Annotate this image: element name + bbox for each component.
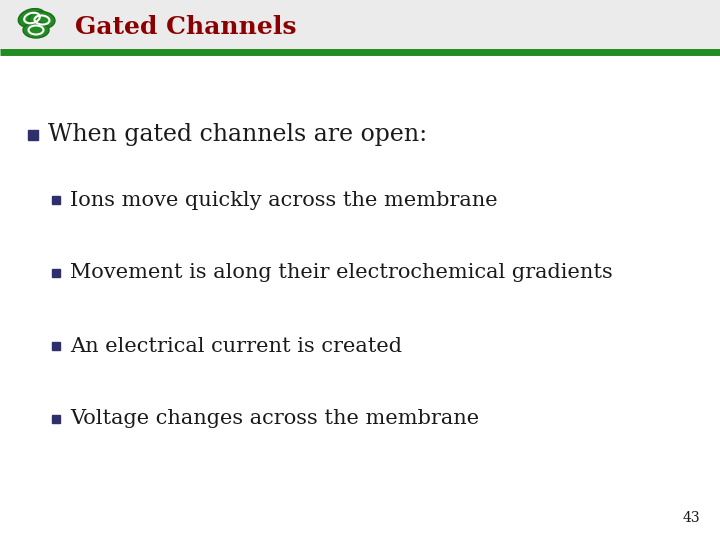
Bar xyxy=(52,196,60,204)
Text: When gated channels are open:: When gated channels are open: xyxy=(48,124,427,146)
Bar xyxy=(52,415,60,423)
Bar xyxy=(52,269,60,277)
Text: Voltage changes across the membrane: Voltage changes across the membrane xyxy=(70,409,479,429)
Ellipse shape xyxy=(18,9,46,28)
Bar xyxy=(52,342,60,350)
Bar xyxy=(28,130,38,140)
Ellipse shape xyxy=(23,22,49,38)
Text: 43: 43 xyxy=(683,511,700,525)
Text: Ions move quickly across the membrane: Ions move quickly across the membrane xyxy=(70,191,498,210)
Bar xyxy=(0,0,720,52)
Ellipse shape xyxy=(29,11,55,29)
Text: An electrical current is created: An electrical current is created xyxy=(70,336,402,355)
Text: Movement is along their electrochemical gradients: Movement is along their electrochemical … xyxy=(70,264,613,282)
Text: Gated Channels: Gated Channels xyxy=(75,15,297,39)
